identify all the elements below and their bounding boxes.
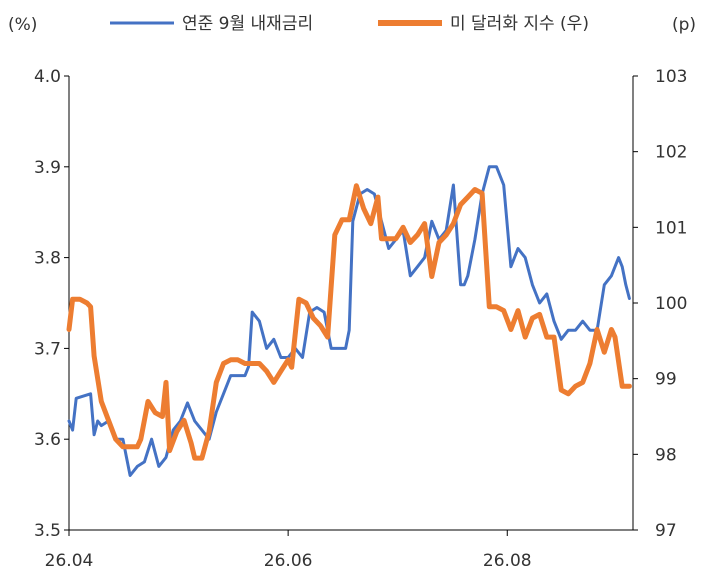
series-line-fed-rate [67, 165, 631, 477]
left-tick-label: 3.6 [34, 430, 61, 450]
legend-label-dollar-index: 미 달러화 지수 (우) [450, 14, 589, 34]
series-line-dollar-index [66, 183, 632, 461]
left-tick-label: 3.8 [34, 249, 61, 269]
x-axis-ticks: 26.04 26.06 26.08 [45, 530, 532, 571]
right-tick-label: 103 [655, 67, 687, 87]
right-tick-label: 102 [655, 143, 687, 163]
left-axis-ticks: 3.5 3.6 3.7 3.8 3.9 4.0 [34, 67, 69, 541]
right-axis-ticks: 97 98 99 100 101 102 103 [633, 67, 687, 541]
right-axis-unit: (p) [672, 15, 696, 35]
left-tick-label: 4.0 [34, 67, 61, 87]
right-tick-label: 98 [655, 445, 677, 465]
left-tick-label: 3.9 [34, 158, 61, 178]
x-tick-label: 26.04 [45, 551, 94, 571]
right-tick-label: 97 [655, 521, 677, 541]
right-tick-label: 99 [655, 370, 677, 390]
legend: 연준 9월 내재금리 미 달러화 지수 (우) [110, 14, 589, 34]
legend-label-fed-rate: 연준 9월 내재금리 [182, 14, 313, 34]
right-tick-label: 101 [655, 218, 687, 238]
left-tick-label: 3.7 [34, 339, 61, 359]
x-tick-label: 26.06 [264, 551, 313, 571]
series-layer [66, 165, 632, 477]
right-tick-label: 100 [655, 294, 687, 314]
left-axis-unit: (%) [8, 15, 37, 35]
x-tick-label: 26.08 [483, 551, 532, 571]
left-tick-label: 3.5 [34, 521, 61, 541]
